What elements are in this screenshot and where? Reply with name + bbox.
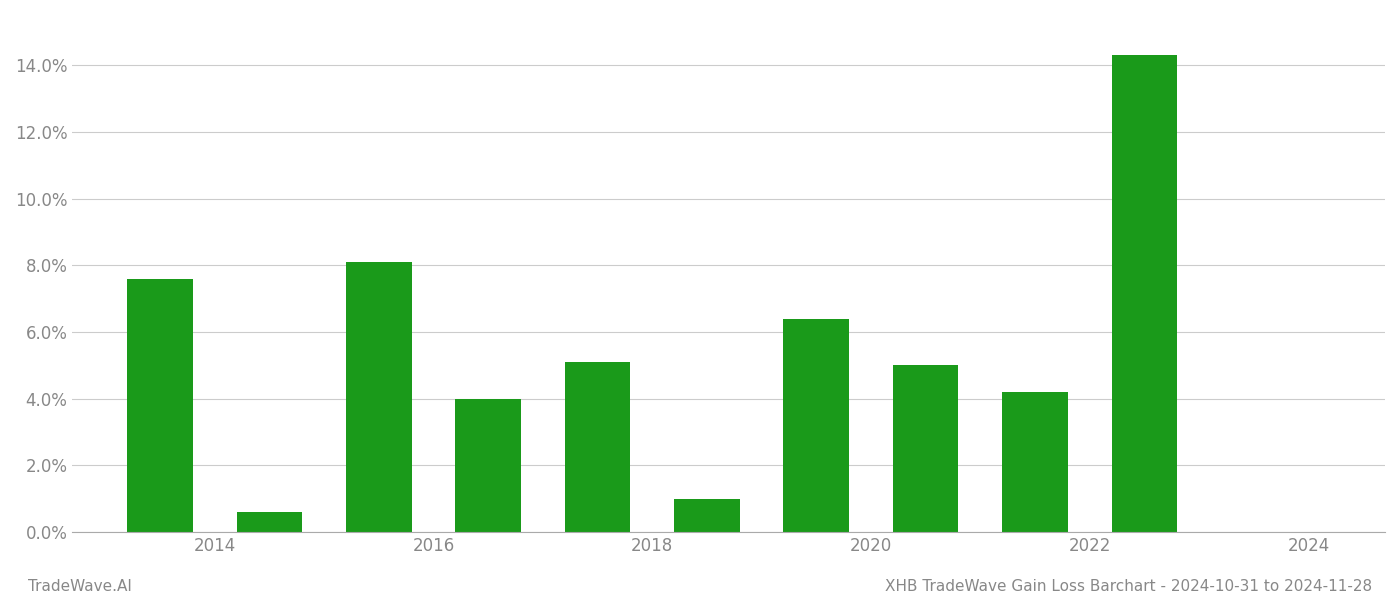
Text: TradeWave.AI: TradeWave.AI	[28, 579, 132, 594]
Bar	[455, 398, 521, 532]
Bar	[564, 362, 630, 532]
Bar	[893, 365, 959, 532]
Bar	[346, 262, 412, 532]
Bar	[673, 499, 739, 532]
Bar	[127, 278, 193, 532]
Text: XHB TradeWave Gain Loss Barchart - 2024-10-31 to 2024-11-28: XHB TradeWave Gain Loss Barchart - 2024-…	[885, 579, 1372, 594]
Bar	[1002, 392, 1068, 532]
Bar	[784, 319, 848, 532]
Bar	[1112, 55, 1177, 532]
Bar	[237, 512, 302, 532]
